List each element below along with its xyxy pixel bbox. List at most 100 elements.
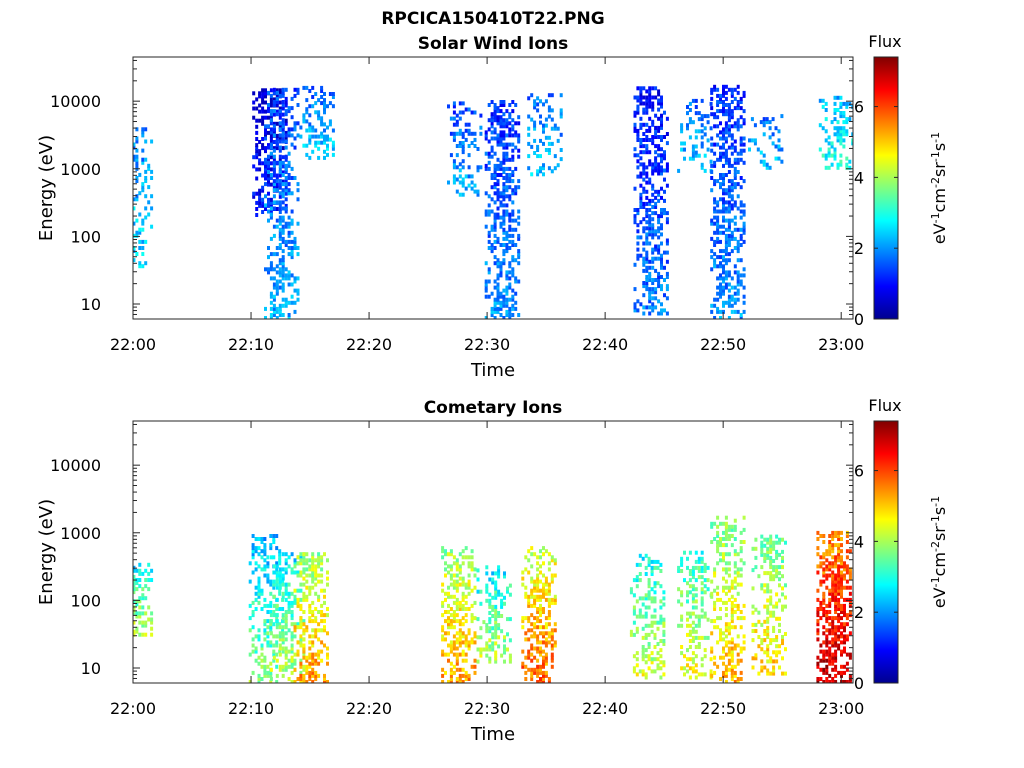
y-tick-label: 10000 [50,92,101,111]
heatmap-cell [269,121,273,126]
heatmap-cell [135,160,139,165]
x-tick-label: 22:50 [700,699,746,718]
heatmap-cell [657,147,661,152]
heatmap-cell [458,603,462,608]
heatmap-cell [264,194,267,199]
heatmap-cell [470,141,474,145]
heatmap-cell [654,232,658,237]
heatmap-cell [680,141,684,146]
heatmap-cell [272,127,276,132]
heatmap-cell [485,647,489,652]
heatmap-cell [127,222,130,226]
heatmap-cell [452,116,456,121]
heatmap-cell [716,306,720,311]
heatmap-cell [553,573,557,578]
heatmap-cell [493,118,497,123]
heatmap-cell [323,107,326,112]
heatmap-cell [656,651,660,656]
heatmap-cell [839,153,843,158]
heatmap-cell [496,258,500,263]
heatmap-cell [645,95,649,100]
heatmap-cell [455,640,459,645]
heatmap-cell [281,637,285,642]
heatmap-cell [290,255,294,260]
heatmap-cell [703,614,707,619]
heatmap-cell [645,128,649,133]
heatmap-cell [818,147,822,152]
heatmap-cell [284,561,288,566]
heatmap-cell [691,147,695,152]
heatmap-cell [264,149,267,154]
heatmap-cell [287,582,291,587]
heatmap-cell [647,559,651,564]
heatmap-cell [654,162,658,167]
heatmap-cell [660,186,663,191]
heatmap-cell [258,152,262,157]
heatmap-cell [724,151,728,156]
heatmap-cell [654,244,658,249]
heatmap-cell [473,634,477,639]
heatmap-cell [487,194,491,199]
heatmap-cell [819,555,823,560]
heatmap-cell [503,650,506,655]
heatmap-cell [278,182,282,187]
heatmap-cell [527,597,531,602]
heatmap-cell [727,252,731,257]
heatmap-cell [281,124,285,129]
heatmap-cell [461,603,465,608]
heatmap-cell [736,573,740,578]
heatmap-cell [691,611,695,616]
heatmap-cell [644,593,648,598]
heatmap-cell [648,232,652,237]
heatmap-cell [493,185,497,190]
heatmap-cell [533,552,537,557]
heatmap-cell [730,637,734,642]
heatmap-cell [317,558,321,563]
heatmap-cell [150,578,154,582]
heatmap-cell [840,555,843,560]
heatmap-cell [269,267,273,272]
heatmap-cell [648,201,652,206]
heatmap-cell [473,189,477,194]
heatmap-cell [461,144,465,148]
heatmap-cell [688,590,692,595]
heatmap-cell [281,127,285,132]
heatmap-cell [269,582,273,587]
heatmap-cell [317,661,321,666]
heatmap-cell [831,570,835,575]
heatmap-cell [651,119,655,124]
heatmap-cell [308,640,312,645]
heatmap-cell [727,87,731,92]
heatmap-cell [822,591,826,596]
heatmap-cell [269,613,273,618]
heatmap-cell [722,552,725,557]
heatmap-cell [497,626,501,631]
heatmap-cell [778,565,781,570]
heatmap-cell [491,595,495,600]
heatmap-cell [284,558,288,563]
heatmap-cell [827,153,831,158]
heatmap-cell [502,145,506,150]
heatmap-cell [260,646,264,651]
heatmap-cell [716,664,720,669]
heatmap-cell [464,613,468,618]
heatmap-cell [733,561,737,566]
heatmap-cell [845,567,849,572]
heatmap-cell [497,574,501,579]
heatmap-cell [686,126,689,131]
heatmap-cell [470,637,474,642]
heatmap-cell [688,156,692,161]
heatmap-cell [550,108,554,113]
heatmap-cell [722,218,725,223]
heatmap-cell [727,646,731,651]
heatmap-cell [644,614,648,619]
heatmap-cell [248,579,252,584]
heatmap-cell [458,643,462,648]
heatmap-cell [508,309,512,314]
heatmap-cell [772,574,776,579]
heatmap-cell [444,637,447,642]
heatmap-cell [493,151,497,156]
heatmap-cell [496,212,500,217]
heatmap-cell [527,549,531,554]
heatmap-cell [508,115,512,120]
